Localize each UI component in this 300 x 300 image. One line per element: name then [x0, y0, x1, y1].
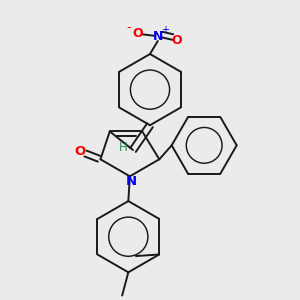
Text: -: -	[127, 21, 131, 34]
Text: +: +	[161, 25, 169, 35]
Text: N: N	[153, 31, 163, 44]
Text: O: O	[75, 145, 86, 158]
Text: O: O	[132, 27, 143, 40]
Text: O: O	[171, 34, 181, 46]
Text: N: N	[126, 176, 137, 188]
Text: H: H	[119, 141, 128, 154]
